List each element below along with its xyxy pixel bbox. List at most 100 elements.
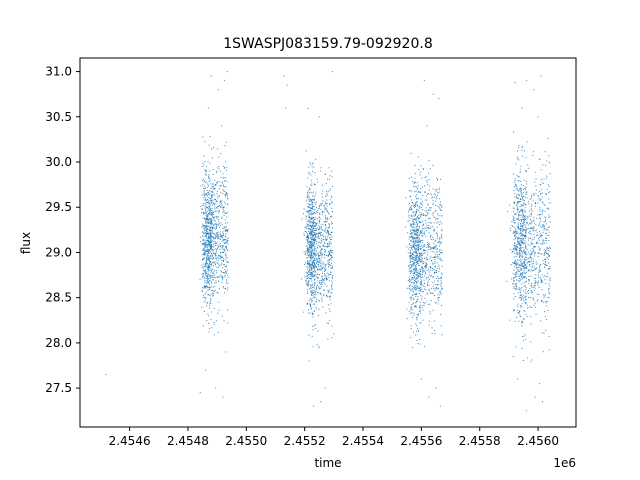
data-point [226, 280, 228, 282]
data-point [413, 277, 415, 279]
data-point [318, 253, 319, 255]
data-point [213, 293, 215, 295]
data-point [203, 190, 205, 192]
data-point [531, 253, 533, 255]
data-point [421, 225, 423, 227]
data-point [415, 289, 417, 291]
data-point [307, 235, 309, 237]
data-point [307, 289, 309, 291]
data-point [319, 227, 321, 229]
data-point [435, 200, 437, 202]
data-point [204, 242, 206, 244]
data-point [520, 269, 522, 271]
data-point [521, 259, 523, 261]
data-point [421, 242, 423, 244]
data-point [409, 255, 411, 257]
data-point [416, 187, 418, 189]
data-point [213, 276, 215, 278]
data-point [308, 172, 310, 174]
data-point [307, 262, 309, 264]
data-point [524, 259, 526, 261]
data-point [326, 206, 328, 208]
data-point [205, 206, 207, 208]
data-point [529, 279, 531, 281]
data-point [323, 244, 325, 246]
data-point [524, 187, 526, 189]
data-point [315, 257, 317, 259]
data-point [217, 195, 219, 197]
data-point [226, 257, 228, 259]
data-point [318, 251, 320, 253]
data-point [208, 294, 210, 296]
data-point [210, 220, 212, 222]
data-point [438, 221, 440, 223]
data-point [417, 343, 419, 345]
data-point [417, 263, 419, 265]
data-point [518, 146, 520, 148]
data-point [213, 262, 215, 264]
data-point [216, 235, 218, 237]
data-point [211, 244, 213, 246]
data-point [544, 275, 546, 277]
data-point [518, 259, 520, 261]
data-point [316, 262, 318, 264]
data-point [326, 322, 328, 324]
data-point [205, 211, 207, 213]
data-point [309, 251, 311, 253]
data-point [511, 225, 513, 227]
data-point [542, 183, 544, 185]
data-point [210, 232, 212, 234]
data-point [539, 191, 541, 193]
data-point [412, 253, 414, 255]
data-point [525, 180, 527, 182]
data-point [224, 276, 226, 278]
data-point [202, 253, 204, 255]
data-point [523, 219, 525, 221]
data-point [222, 188, 224, 190]
data-point [307, 196, 309, 198]
data-point [312, 283, 314, 285]
data-point [546, 257, 548, 259]
data-point [417, 313, 419, 315]
data-point [548, 256, 550, 258]
data-point [440, 241, 442, 243]
data-point [309, 244, 311, 246]
data-point [421, 252, 423, 254]
data-point [203, 244, 205, 246]
data-point [217, 236, 219, 238]
data-point [205, 203, 207, 205]
data-point [427, 244, 429, 246]
data-point [427, 283, 429, 285]
data-point [416, 209, 418, 211]
data-point [549, 216, 551, 218]
data-point [535, 192, 537, 194]
data-point [421, 280, 423, 282]
data-point [309, 269, 311, 271]
data-point [206, 194, 208, 196]
data-point [307, 211, 309, 213]
data-point [205, 232, 207, 234]
data-point [520, 242, 522, 244]
data-point [331, 265, 333, 267]
data-point [530, 241, 532, 243]
data-point [205, 264, 207, 266]
data-point [515, 288, 517, 290]
data-point [513, 283, 515, 285]
data-point [331, 236, 333, 238]
data-point [226, 141, 228, 143]
data-point [432, 256, 434, 258]
data-point [311, 213, 313, 215]
data-point [436, 284, 438, 286]
data-point [326, 294, 328, 296]
data-point [306, 284, 308, 286]
data-point [330, 256, 332, 258]
data-point [314, 248, 316, 250]
data-point [523, 235, 525, 237]
data-point [524, 265, 526, 267]
data-point [210, 247, 212, 249]
data-point [328, 289, 330, 291]
data-point [311, 163, 313, 165]
data-point [511, 220, 513, 222]
data-point [324, 201, 326, 203]
data-point [544, 261, 546, 263]
